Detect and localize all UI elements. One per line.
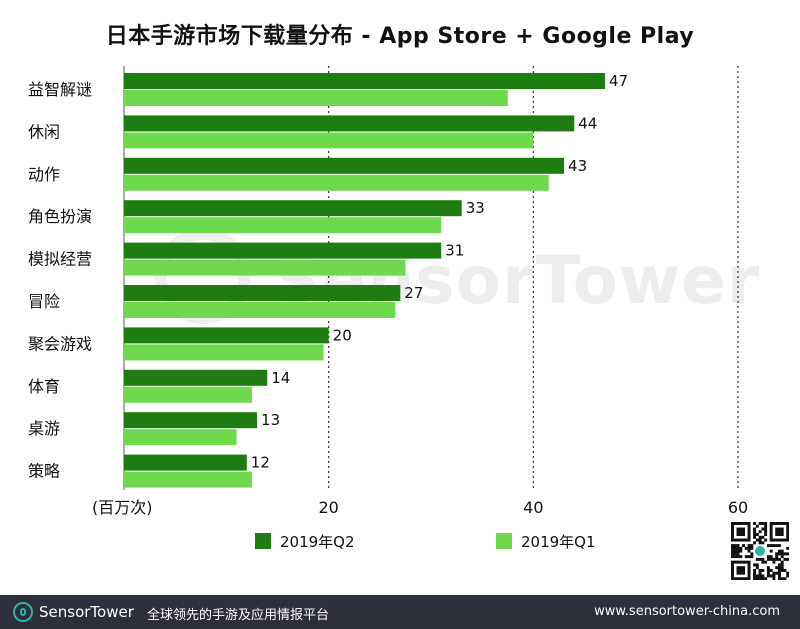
category-label: 角色扮演 <box>28 207 92 226</box>
bar-2019-q1 <box>124 302 396 318</box>
qr-code <box>731 522 789 580</box>
chart-title: 日本手游市场下载量分布 - App Store + Google Play <box>105 24 695 49</box>
x-tick-label: 20 <box>318 498 338 517</box>
footer-tagline: 全球领先的手游及应用情报平台 <box>147 608 330 623</box>
x-tick-label: 40 <box>523 498 543 517</box>
qr-center-logo-icon <box>755 546 765 556</box>
legend-swatch <box>255 533 271 549</box>
bar-2019-q1 <box>124 386 252 403</box>
footer-brand: SensorTower <box>39 603 134 621</box>
category-label: 休闲 <box>28 122 60 141</box>
bar-2019-q2 <box>124 327 329 344</box>
bar-2019-q2 <box>124 73 605 89</box>
category-label: 体育 <box>28 377 60 396</box>
bar-2019-q1 <box>124 217 442 234</box>
data-label: 33 <box>466 199 485 217</box>
sensortower-logo-icon <box>13 602 33 622</box>
data-label: 14 <box>271 369 290 387</box>
bar-2019-q2 <box>124 200 462 217</box>
legend-label: 2019年Q2 <box>280 533 355 551</box>
data-label: 20 <box>333 326 352 344</box>
data-label: 27 <box>404 284 423 302</box>
bar-2019-q1 <box>124 90 508 106</box>
category-label: 模拟经营 <box>28 250 92 269</box>
bar-2019-q1 <box>124 344 324 361</box>
category-label: 冒险 <box>28 292 60 311</box>
bar-2019-q2 <box>124 115 575 132</box>
x-tick-label: 60 <box>728 498 748 517</box>
bar-2019-q2 <box>124 369 268 386</box>
legend-swatch <box>496 533 512 549</box>
data-label: 31 <box>445 242 464 260</box>
bar-2019-q1 <box>124 429 237 446</box>
bar-2019-q1 <box>124 471 252 488</box>
data-label: 43 <box>568 157 587 175</box>
category-label: 聚会游戏 <box>28 334 92 353</box>
data-label: 13 <box>261 411 280 429</box>
footer-url[interactable]: www.sensortower-china.com <box>594 604 780 619</box>
bar-2019-q2 <box>124 285 401 301</box>
category-label: 动作 <box>28 165 60 184</box>
legend-label: 2019年Q1 <box>521 533 596 551</box>
bar-2019-q2 <box>124 242 442 259</box>
data-label: 12 <box>251 454 270 472</box>
data-label: 44 <box>578 114 597 132</box>
bar-2019-q1 <box>124 132 534 149</box>
bar-2019-q2 <box>124 454 247 471</box>
category-label: 策略 <box>28 462 60 481</box>
footer-bar: SensorTower 全球领先的手游及应用情报平台 www.sensortow… <box>0 595 800 629</box>
bar-2019-q2 <box>124 412 258 429</box>
bar-chart: 47 益智解谜 44 休闲 43 动作 33 角色扮演 31 模拟经营 27 冒险 20 聚会游戏 14 体育… <box>28 66 748 551</box>
bar-2019-q1 <box>124 174 549 191</box>
bar-2019-q1 <box>124 259 406 276</box>
x-unit-label: (百万次) <box>92 498 153 517</box>
category-label: 桌游 <box>28 419 60 438</box>
data-label: 47 <box>609 72 628 90</box>
category-label: 益智解谜 <box>28 80 92 99</box>
bar-2019-q2 <box>124 157 565 174</box>
